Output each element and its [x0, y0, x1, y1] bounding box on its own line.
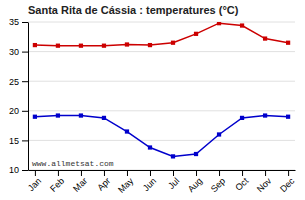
- y-tick-mark: [22, 140, 28, 141]
- x-tick-mark: [104, 170, 105, 176]
- point: [125, 129, 129, 133]
- x-tick-label: Jul: [166, 176, 181, 191]
- x-tick-label: May: [116, 175, 135, 194]
- x-tick-label: Jan: [26, 176, 43, 193]
- x-tick: Jun: [141, 170, 158, 193]
- point: [148, 43, 152, 47]
- x-tick-mark: [35, 170, 36, 176]
- y-axis-line: [28, 23, 29, 171]
- chart: 10 15 20 25 30 35 Jan Feb Mar AprMay Jun Jul Aug Sep O…: [0, 0, 305, 200]
- grid-line: [28, 110, 295, 111]
- x-tick-mark: [173, 170, 174, 176]
- x-tick: Jul: [166, 170, 181, 191]
- x-tick-label: Apr: [95, 176, 112, 193]
- point: [125, 42, 129, 46]
- point: [33, 43, 37, 47]
- x-tick-mark: [288, 170, 289, 176]
- series-markers: [33, 22, 290, 48]
- point: [194, 152, 198, 156]
- title: Santa Rita de Cássia : temperatures (°C): [28, 4, 239, 16]
- x-tick-mark: [265, 170, 266, 176]
- x-tick-mark: [219, 170, 220, 176]
- x-tick: Oct: [233, 170, 250, 193]
- y-tick-mark: [22, 22, 28, 23]
- point: [56, 113, 60, 117]
- point: [102, 116, 106, 120]
- y-tick-mark: [22, 81, 28, 82]
- point: [171, 41, 175, 45]
- point: [240, 116, 244, 120]
- grid-line: [28, 170, 295, 171]
- y-axis: 10 15 20 25 30 35: [9, 17, 29, 175]
- point: [171, 154, 175, 158]
- y-tick-label: 10: [9, 165, 19, 175]
- x-tick-label: Jun: [141, 176, 158, 193]
- x-tick-label: Dec: [278, 175, 297, 194]
- y-tick-mark: [22, 170, 28, 171]
- point: [217, 22, 221, 25]
- x-tick: Sep: [209, 170, 227, 194]
- x-tick: Apr: [95, 170, 112, 193]
- x-tick-label: Aug: [186, 176, 204, 194]
- y-tick: 15: [9, 136, 28, 146]
- x-tick: Nov: [255, 170, 274, 194]
- y-tick-mark: [22, 111, 28, 112]
- y-tick-mark: [22, 52, 28, 53]
- grid-line: [28, 81, 295, 82]
- grid-line: [28, 140, 295, 141]
- y-tick-label: 25: [9, 77, 19, 87]
- x-axis-line: [29, 170, 296, 171]
- x-tick: Aug: [186, 170, 204, 194]
- point: [148, 145, 152, 149]
- y-tick: 10: [9, 165, 28, 175]
- grid-line: [28, 51, 295, 52]
- x-tick: Jan: [26, 170, 43, 193]
- x-tick-mark: [196, 170, 197, 176]
- y-tick-label: 30: [9, 47, 19, 57]
- y-tick: 30: [9, 47, 28, 57]
- x-tick-label: Feb: [48, 176, 66, 194]
- watermark: www.allmetsat.com: [32, 159, 114, 168]
- y-tick-label: 20: [9, 106, 19, 116]
- x-tick: Dec: [278, 170, 297, 194]
- series-line: [35, 23, 288, 45]
- point: [286, 41, 290, 45]
- y-tick: 20: [9, 106, 28, 116]
- point: [194, 32, 198, 36]
- x-tick-mark: [58, 170, 59, 176]
- marks: [33, 22, 290, 159]
- point: [240, 23, 244, 27]
- x-tick-label: Mar: [71, 176, 89, 194]
- x-axis: Jan Feb Mar AprMay Jun Jul Aug Sep Oct NovDec: [26, 170, 297, 195]
- x-tick: Feb: [48, 170, 66, 194]
- y-tick: 25: [9, 77, 28, 87]
- point: [33, 115, 37, 119]
- point: [217, 132, 221, 136]
- x-tick-mark: [127, 170, 128, 176]
- x-tick-mark: [242, 170, 243, 176]
- point: [56, 44, 60, 48]
- x-tick-label: Nov: [255, 175, 274, 194]
- point: [102, 44, 106, 48]
- grid: [28, 22, 295, 170]
- grid-line: [28, 22, 295, 23]
- x-tick-mark: [81, 170, 82, 176]
- y-tick-label: 35: [9, 17, 19, 27]
- plot: 10 15 20 25 30 35 Jan Feb Mar AprMay Jun Jul Aug Sep O…: [9, 17, 297, 195]
- x-tick-label: Sep: [209, 176, 227, 194]
- x-tick: May: [116, 170, 135, 195]
- point: [79, 44, 83, 48]
- point: [79, 113, 83, 117]
- x-tick-label: Oct: [233, 175, 250, 192]
- series-line: [35, 116, 288, 157]
- point: [263, 113, 267, 117]
- x-tick-mark: [150, 170, 151, 176]
- y-tick-label: 15: [9, 136, 19, 146]
- series-markers: [33, 113, 290, 158]
- x-tick: Mar: [71, 170, 89, 194]
- point: [263, 36, 267, 40]
- y-tick: 35: [9, 17, 28, 27]
- point: [286, 115, 290, 119]
